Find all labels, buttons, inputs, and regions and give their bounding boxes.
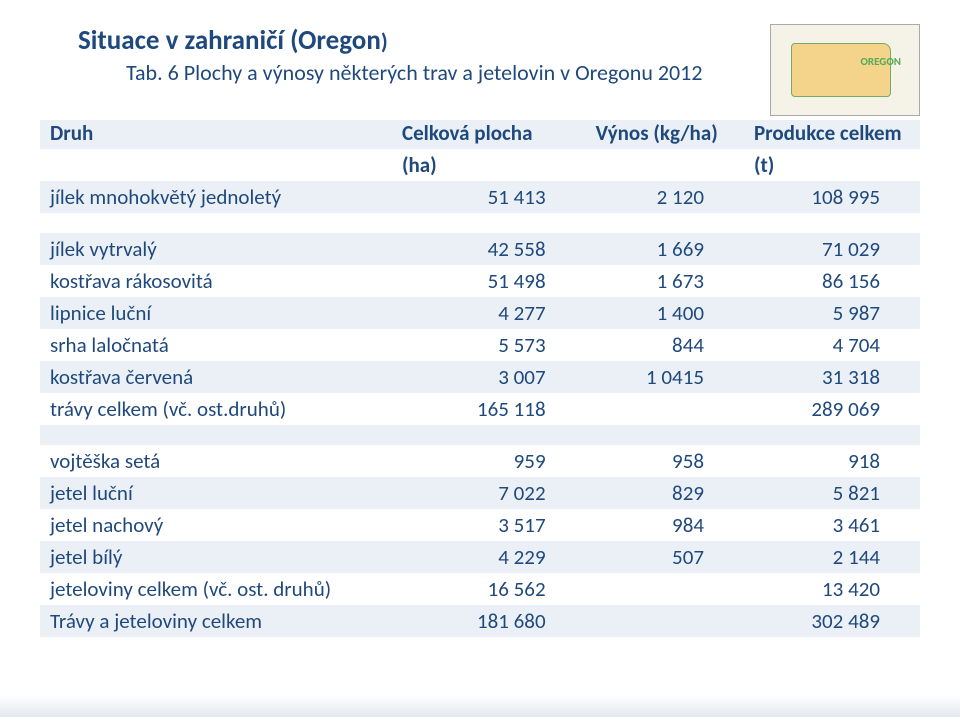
col-header [586, 149, 744, 181]
cell-value: 165 118 [392, 393, 586, 425]
cell-value: 42 558 [392, 233, 586, 265]
cell-name: lipnice luční [40, 297, 392, 329]
cell-name: jeteloviny celkem (vč. ost. druhů) [40, 573, 392, 605]
gap [40, 213, 920, 233]
table-row: trávy celkem (vč. ost.druhů)165 118 289 0… [40, 393, 920, 425]
col-header [40, 149, 392, 181]
cell-value [586, 573, 744, 605]
cell-name: kostřava červená [40, 361, 392, 393]
col-header: Druh [40, 120, 392, 149]
subtitle: Tab. 6 Plochy a výnosy některých trav a … [126, 59, 702, 86]
cell-value: 108 995 [744, 181, 920, 213]
cell-value: 71 029 [744, 233, 920, 265]
table-row: jeteloviny celkem (vč. ost. druhů)16 562… [40, 573, 920, 605]
data-table: DruhCelková plochaVýnos (kg/ha)Produkce … [40, 120, 920, 637]
table-row: jílek mnohokvětý jednoletý51 4132 120108… [40, 181, 920, 213]
col-header: Výnos (kg/ha) [586, 120, 744, 149]
cell-name: vojtěška setá [40, 445, 392, 477]
cell-value: 829 [586, 477, 744, 509]
cell-value: 289 069 [744, 393, 920, 425]
cell-name: jetel nachový [40, 509, 392, 541]
col-header: Celková plocha [392, 120, 586, 149]
col-header: (t) [744, 149, 920, 181]
cell-value: 5 573 [392, 329, 586, 361]
cell-value: 958 [586, 445, 744, 477]
cell-value: 7 022 [392, 477, 586, 509]
cell-value: 1 0415 [586, 361, 744, 393]
gap [40, 425, 920, 445]
cell-value: 918 [744, 445, 920, 477]
cell-value: 5 821 [744, 477, 920, 509]
cell-value: 844 [586, 329, 744, 361]
cell-value: 181 680 [392, 605, 586, 637]
cell-value: 4 229 [392, 541, 586, 573]
table-row: Trávy a jeteloviny celkem181 680 302 489 [40, 605, 920, 637]
table-row: jetel bílý4 2295072 144 [40, 541, 920, 573]
cell-value: 5 987 [744, 297, 920, 329]
cell-name: kostřava rákosovitá [40, 265, 392, 297]
cell-value: 1 673 [586, 265, 744, 297]
cell-value: 507 [586, 541, 744, 573]
cell-value: 3 517 [392, 509, 586, 541]
oregon-map-image: OREGON [770, 24, 920, 116]
cell-name: jílek vytrvalý [40, 233, 392, 265]
table-row: lipnice luční4 2771 4005 987 [40, 297, 920, 329]
cell-value: 4 704 [744, 329, 920, 361]
cell-name: srha laločnatá [40, 329, 392, 361]
table-row: vojtěška setá959958918 [40, 445, 920, 477]
cell-value: 2 120 [586, 181, 744, 213]
cell-name: trávy celkem (vč. ost.druhů) [40, 393, 392, 425]
cell-name: jetel luční [40, 477, 392, 509]
col-header: Produkce celkem [744, 120, 920, 149]
cell-value: 959 [392, 445, 586, 477]
cell-value: 51 498 [392, 265, 586, 297]
cell-value: 1 669 [586, 233, 744, 265]
col-header: (ha) [392, 149, 586, 181]
table-row: kostřava rákosovitá51 4981 67386 156 [40, 265, 920, 297]
table-row: kostřava červená3 0071 041531 318 [40, 361, 920, 393]
cell-value: 86 156 [744, 265, 920, 297]
title-main: Situace v zahraničí (Oregon [78, 24, 381, 57]
cell-value: 4 277 [392, 297, 586, 329]
cell-name: jílek mnohokvětý jednoletý [40, 181, 392, 213]
bottom-accent [0, 695, 960, 717]
table-row: jetel nachový3 5179843 461 [40, 509, 920, 541]
cell-value: 16 562 [392, 573, 586, 605]
cell-value [586, 605, 744, 637]
cell-value [586, 393, 744, 425]
cell-name: jetel bílý [40, 541, 392, 573]
cell-value: 13 420 [744, 573, 920, 605]
cell-value: 1 400 [586, 297, 744, 329]
title-row: Situace v zahraničí (Oregon) Tab. 6 Ploc… [40, 24, 920, 116]
cell-value: 31 318 [744, 361, 920, 393]
title-paren: ) [381, 28, 388, 55]
table-row: jetel luční7 0228295 821 [40, 477, 920, 509]
cell-name: Trávy a jeteloviny celkem [40, 605, 392, 637]
cell-value: 51 413 [392, 181, 586, 213]
title-block: Situace v zahraničí (Oregon) Tab. 6 Ploc… [40, 24, 702, 86]
map-label: OREGON [860, 55, 901, 68]
cell-value: 984 [586, 509, 744, 541]
cell-value: 3 461 [744, 509, 920, 541]
cell-value: 302 489 [744, 605, 920, 637]
table-row: jílek vytrvalý42 5581 66971 029 [40, 233, 920, 265]
page-title: Situace v zahraničí (Oregon) [78, 24, 702, 57]
cell-value: 3 007 [392, 361, 586, 393]
cell-value: 2 144 [744, 541, 920, 573]
table-row: srha laločnatá5 5738444 704 [40, 329, 920, 361]
